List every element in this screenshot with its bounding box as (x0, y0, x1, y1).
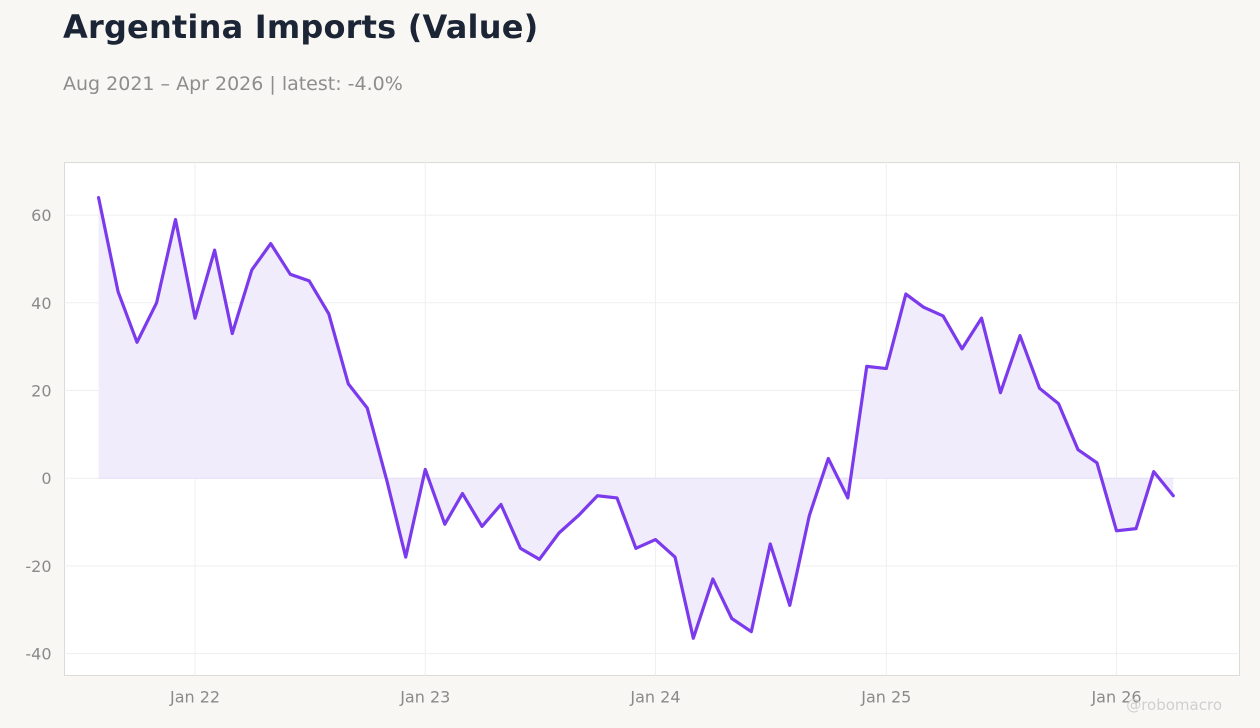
watermark: @robomacro (1126, 696, 1222, 714)
y-tick-label: -40 (25, 645, 51, 664)
x-tick-label: Jan 23 (399, 688, 450, 707)
chart-subtitle: Aug 2021 – Apr 2026 | latest: -4.0% (63, 73, 403, 95)
series-line-layer (96, 195, 1175, 640)
data-point (1095, 461, 1099, 465)
data-point (980, 316, 983, 320)
data-point (519, 547, 522, 550)
area-fill-layer (98, 197, 1174, 639)
data-point (135, 341, 139, 344)
data-point (692, 637, 695, 640)
data-point (480, 525, 484, 528)
data-point (1115, 529, 1118, 533)
data-point (827, 457, 830, 460)
data-point (424, 468, 427, 471)
data-point (155, 301, 158, 305)
y-tick-label: -20 (25, 557, 51, 576)
data-point (1172, 494, 1175, 497)
data-point (615, 496, 619, 500)
x-tick-label: Jan 25 (860, 688, 911, 707)
data-point (97, 196, 100, 199)
data-point (1057, 402, 1060, 405)
data-point (461, 492, 464, 495)
data-point (213, 248, 216, 252)
data-point (538, 558, 541, 561)
data-point (577, 514, 580, 517)
data-point (289, 273, 292, 276)
data-point (654, 538, 657, 541)
x-tick-label: Jan 26 (1090, 688, 1141, 707)
data-point (730, 617, 733, 620)
data-point (865, 365, 868, 368)
data-point (750, 630, 753, 633)
data-point (788, 604, 792, 607)
data-point (1038, 387, 1041, 390)
data-point (231, 332, 234, 335)
x-axis-ticks: Jan 22 Jan 23 Jan 24 Jan 25 Jan 26 (169, 688, 1142, 707)
data-point (347, 382, 350, 386)
y-axis-ticks: 60 40 20 0 -20 -40 (25, 206, 51, 663)
data-point (922, 305, 925, 309)
data-point (904, 292, 908, 296)
data-point (327, 312, 330, 315)
y-tick-label: 60 (31, 206, 51, 225)
data-point (808, 514, 811, 517)
data-point (941, 314, 945, 318)
data-point (404, 555, 407, 559)
data-point (116, 290, 120, 294)
y-tick-label: 40 (31, 294, 51, 313)
data-point (174, 218, 177, 221)
x-tick-label: Jan 22 (169, 688, 220, 707)
data-point (769, 542, 772, 546)
data-point (193, 316, 197, 320)
data-point (308, 279, 311, 283)
data-point (269, 242, 272, 245)
x-tick-label: Jan 24 (629, 688, 680, 707)
data-point (499, 503, 503, 506)
data-point (846, 496, 850, 500)
data-point (385, 479, 388, 482)
y-tick-label: 20 (31, 382, 51, 401)
data-point (1076, 448, 1080, 451)
data-point (634, 547, 638, 550)
data-point (1152, 470, 1155, 473)
data-point (1134, 527, 1138, 530)
data-point (366, 406, 369, 410)
data-point (250, 268, 254, 272)
data-point (596, 494, 599, 497)
area-fill (98, 197, 1174, 639)
data-point (1018, 334, 1022, 337)
data-point (885, 367, 888, 370)
data-point (557, 531, 561, 535)
chart-title: Argentina Imports (Value) (63, 8, 539, 46)
data-point (711, 577, 715, 581)
data-point (999, 391, 1002, 394)
data-point (443, 523, 447, 526)
y-tick-label: 0 (41, 469, 51, 488)
data-point (673, 555, 677, 559)
data-point (960, 347, 964, 351)
